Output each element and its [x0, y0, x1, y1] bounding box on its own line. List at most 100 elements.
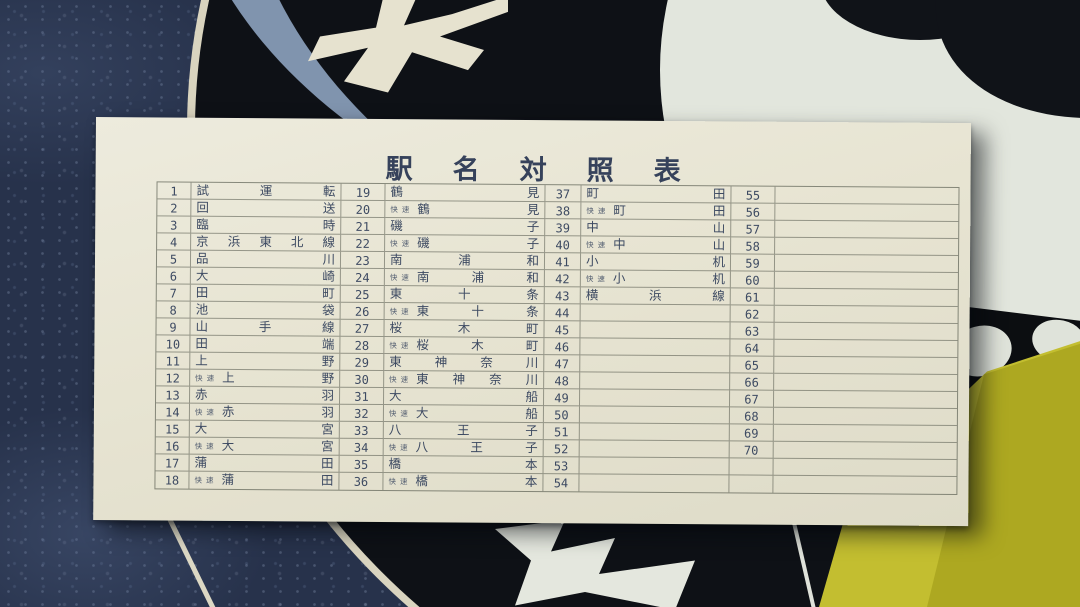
station-name-cell: 大宮 [189, 420, 340, 439]
number-cell: 14 [155, 403, 191, 421]
station-name: 八王子 [388, 422, 538, 438]
station-name-cell [580, 372, 731, 391]
number-cell: 15 [155, 420, 190, 438]
number-cell: 55 [731, 186, 776, 204]
station-name: 町田 [586, 186, 726, 202]
number-cell: 58 [731, 237, 776, 255]
station-name: 磯子 [417, 235, 540, 251]
number-cell: 62 [730, 305, 775, 323]
number-cell: 43 [544, 287, 581, 305]
station-name-cell: 赤羽 [190, 386, 341, 405]
station-name-cell [773, 407, 957, 427]
number-cell: 40 [545, 236, 582, 254]
station-name: 中山 [613, 237, 726, 253]
number-cell: 17 [155, 454, 190, 472]
station-name: 小机 [585, 254, 726, 270]
station-name-cell: 快速南浦和 [384, 269, 545, 288]
station-name-cell [580, 338, 731, 357]
station-name: 上野 [222, 370, 335, 386]
number-cell: 3 [157, 216, 192, 234]
number-cell: 56 [731, 203, 776, 221]
station-name: 橋本 [415, 474, 538, 490]
number-cell: 54 [543, 474, 580, 492]
rapid-prefix: 快速 [388, 477, 412, 487]
station-name-cell [579, 389, 731, 408]
station-name: 品川 [195, 251, 336, 267]
station-name-cell: 上野 [190, 352, 341, 371]
number-cell: 33 [339, 421, 384, 440]
station-name-cell [774, 322, 958, 342]
station-name-cell: 快速中山 [581, 236, 732, 255]
rapid-prefix: 快速 [390, 238, 414, 248]
station-name-cell [775, 203, 959, 223]
station-name-cell [579, 406, 730, 425]
station-name-cell [579, 474, 730, 493]
number-cell: 34 [339, 438, 384, 457]
number-cell: 47 [544, 355, 581, 373]
station-name-cell [773, 441, 957, 461]
station-name-cell: 快速蒲田 [189, 471, 340, 490]
number-cell: 19 [341, 183, 386, 202]
station-name-cell: 鶴見 [385, 184, 546, 203]
station-name: 田町 [195, 285, 335, 301]
station-name-cell: 中山 [581, 219, 732, 238]
number-cell: 48 [544, 372, 581, 390]
station-name: 大宮 [221, 438, 334, 454]
station-table: 1 試運転 19 鶴見 37 町田 55 2 回送 20 快速鶴見 38 快速町田 56 3 臨時 21 磯子 39… [154, 181, 960, 496]
station-name-cell: 快速上野 [190, 369, 341, 388]
number-cell [729, 458, 774, 476]
station-name-cell: 快速町田 [581, 202, 732, 221]
number-cell: 36 [339, 472, 384, 491]
station-name-cell [774, 339, 958, 359]
station-name: 磯子 [390, 218, 540, 234]
number-cell: 67 [729, 390, 775, 408]
station-name: 大船 [389, 388, 539, 404]
station-name-cell [579, 423, 730, 442]
number-cell: 52 [543, 440, 580, 458]
station-name-cell: 横浜線 [580, 287, 731, 306]
station-name-cell: 磯子 [385, 218, 546, 237]
station-name-cell [773, 476, 956, 494]
station-name-cell: 快速東神奈川 [384, 371, 545, 390]
number-cell: 32 [339, 404, 384, 423]
station-name: 東十条 [389, 286, 539, 302]
station-name-cell [774, 288, 958, 308]
station-name: 上野 [195, 353, 335, 369]
station-name: 桜木町 [416, 337, 539, 353]
number-cell: 70 [729, 441, 774, 459]
rapid-prefix: 快速 [389, 306, 413, 316]
station-name-cell: 臨時 [191, 216, 342, 235]
number-cell: 24 [340, 268, 385, 287]
station-name-cell: 田町 [190, 284, 341, 303]
station-card: 駅名対照表 1 試運転 19 鶴見 37 町田 55 2 回送 20 快速鶴見 38 快速町田 56 3 臨時… [93, 117, 971, 527]
rapid-prefix: 快速 [390, 204, 414, 214]
station-name: 田端 [195, 336, 335, 352]
station-name-cell: 大崎 [190, 267, 341, 286]
number-cell: 4 [157, 233, 192, 251]
station-name: 大宮 [194, 421, 334, 437]
station-name-cell [774, 356, 958, 376]
station-name-cell: 快速磯子 [385, 235, 546, 254]
number-cell: 13 [156, 386, 191, 404]
number-cell: 25 [340, 285, 385, 304]
number-cell: 68 [729, 407, 774, 425]
station-name: 京浜東北線 [196, 234, 336, 250]
number-cell: 11 [156, 352, 191, 370]
station-name-cell: 山手線 [190, 318, 341, 337]
station-name: 桜木町 [389, 320, 539, 336]
number-cell: 26 [340, 302, 385, 321]
number-cell: 64 [730, 339, 775, 357]
station-name-cell: 小机 [580, 253, 732, 272]
number-cell: 39 [545, 219, 582, 237]
station-name: 山手線 [195, 319, 335, 335]
station-name-cell: 快速赤羽 [189, 403, 340, 422]
rapid-prefix: 快速 [388, 442, 412, 452]
station-name-cell [774, 254, 959, 274]
station-name-cell [773, 458, 957, 478]
station-name: 鶴見 [390, 184, 540, 200]
station-name: 蒲田 [194, 455, 334, 471]
station-name: 東神奈川 [389, 354, 539, 370]
station-name-cell: 快速鶴見 [385, 201, 546, 220]
station-name-cell [580, 321, 731, 340]
